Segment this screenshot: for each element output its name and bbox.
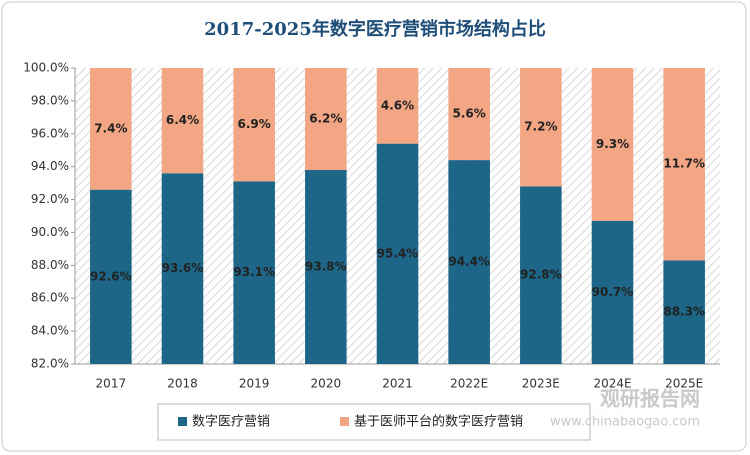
- data-label: 7.2%: [524, 120, 557, 134]
- data-label: 90.7%: [592, 285, 634, 299]
- y-tick-label: 94.0%: [31, 159, 69, 173]
- data-label: 6.4%: [166, 113, 199, 127]
- data-label: 9.3%: [596, 137, 629, 151]
- x-tick-label: 2021: [382, 377, 413, 391]
- bar-segment: [448, 68, 490, 161]
- bar-segment: [520, 68, 562, 187]
- x-tick-label: 2024E: [593, 377, 631, 391]
- bar-segment: [663, 260, 705, 364]
- x-tick-label: 2017: [96, 377, 127, 391]
- bar-segment: [90, 68, 132, 190]
- chart-title: 2017-2025年数字医疗营销市场结构占比: [204, 18, 546, 40]
- y-tick-label: 100.0%: [23, 61, 69, 75]
- y-tick-label: 92.0%: [31, 192, 69, 206]
- bar-segment: [233, 181, 275, 364]
- y-tick-label: 82.0%: [31, 357, 69, 371]
- data-label: 93.6%: [162, 261, 204, 275]
- x-tick-label: 2019: [239, 377, 270, 391]
- x-tick-label: 2018: [167, 377, 198, 391]
- data-label: 94.4%: [448, 255, 490, 269]
- watermark: 观研报告网: [600, 387, 700, 411]
- y-tick-label: 96.0%: [31, 126, 69, 140]
- data-label: 92.6%: [90, 269, 132, 283]
- bar-segment: [448, 160, 490, 364]
- bar-segment: [161, 173, 204, 364]
- data-label: 88.3%: [663, 305, 705, 319]
- data-label: 93.8%: [305, 259, 347, 273]
- bar-segment: [305, 169, 347, 364]
- y-tick-label: 98.0%: [31, 93, 69, 107]
- bar-segment: [90, 189, 132, 364]
- data-label: 6.2%: [309, 111, 342, 125]
- watermark-url: www.chinabaogao.com: [550, 415, 700, 430]
- bar-segment: [591, 220, 634, 364]
- x-tick-label: 2020: [311, 377, 342, 391]
- bar-segment: [376, 143, 419, 364]
- bar-segment: [520, 186, 562, 364]
- data-label: 7.4%: [94, 121, 127, 135]
- data-label: 5.6%: [453, 107, 486, 121]
- data-label: 95.4%: [377, 246, 419, 260]
- y-tick-label: 86.0%: [31, 291, 69, 305]
- legend-swatch: [178, 417, 187, 426]
- bar-segment: [161, 68, 204, 174]
- y-tick-label: 90.0%: [31, 225, 69, 239]
- data-label: 4.6%: [381, 98, 414, 112]
- legend-label: 基于医师平台的数字医疗营销: [354, 414, 523, 430]
- bar-segment: [376, 68, 419, 144]
- data-label: 93.1%: [233, 265, 275, 279]
- x-tick-label: 2023E: [522, 377, 560, 391]
- y-tick-label: 88.0%: [31, 258, 69, 272]
- bar-segment: [591, 68, 634, 221]
- data-label: 11.7%: [663, 157, 705, 171]
- data-label: 92.8%: [520, 268, 562, 282]
- bar-segment: [305, 68, 347, 170]
- legend-swatch: [340, 417, 349, 426]
- x-tick-label: 2022E: [450, 377, 488, 391]
- y-tick-label: 84.0%: [31, 324, 69, 338]
- legend-box: [157, 403, 591, 441]
- legend-label: 数字医疗营销: [192, 415, 270, 430]
- bar-segment: [233, 68, 275, 182]
- data-label: 6.9%: [238, 117, 271, 131]
- x-tick-label: 2025E: [665, 377, 703, 391]
- bar-segment: [663, 68, 705, 261]
